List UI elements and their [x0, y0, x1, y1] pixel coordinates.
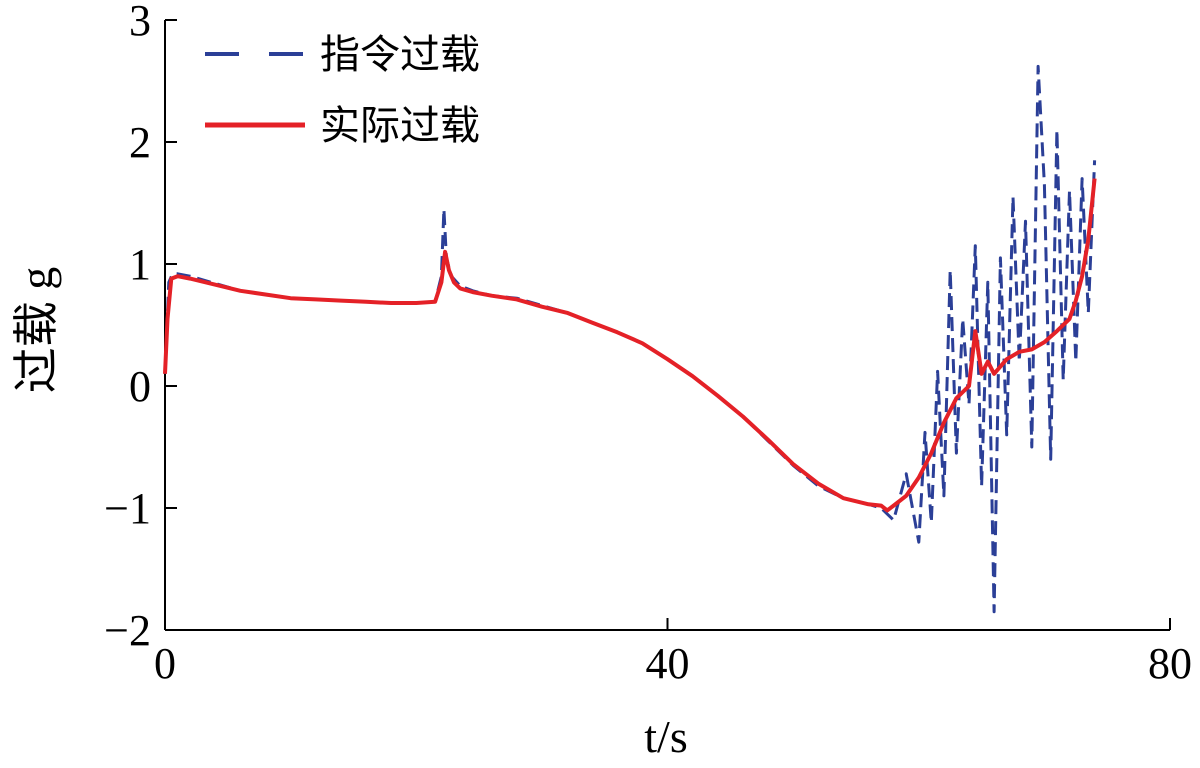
- y-tick-label: 0: [129, 362, 151, 411]
- legend-label-actual-load: 实际过载: [320, 103, 480, 149]
- series-line-actual-load: [163, 178, 1097, 513]
- x-tick-label: 0: [154, 639, 176, 688]
- legend: 指令过载 实际过载: [205, 32, 480, 149]
- y-tick-label: −2: [104, 606, 151, 655]
- y-tick-label: 3: [129, 0, 151, 45]
- legend-label-command-load: 指令过载: [320, 32, 480, 78]
- x-tick-label: 40: [646, 639, 690, 688]
- y-tick-label: 1: [129, 240, 151, 289]
- y-tick-label: −1: [104, 484, 151, 533]
- x-axis-title: t/s: [644, 711, 687, 762]
- series-layer: [163, 64, 1097, 614]
- tick-labels: −2 −1 0 1 2 3 0 40 80: [104, 0, 1192, 688]
- x-tick-label: 80: [1148, 639, 1192, 688]
- chart-axes: [164, 19, 1171, 631]
- y-axis-title: 过载 g: [11, 267, 62, 394]
- y-tick-label: 2: [129, 118, 151, 167]
